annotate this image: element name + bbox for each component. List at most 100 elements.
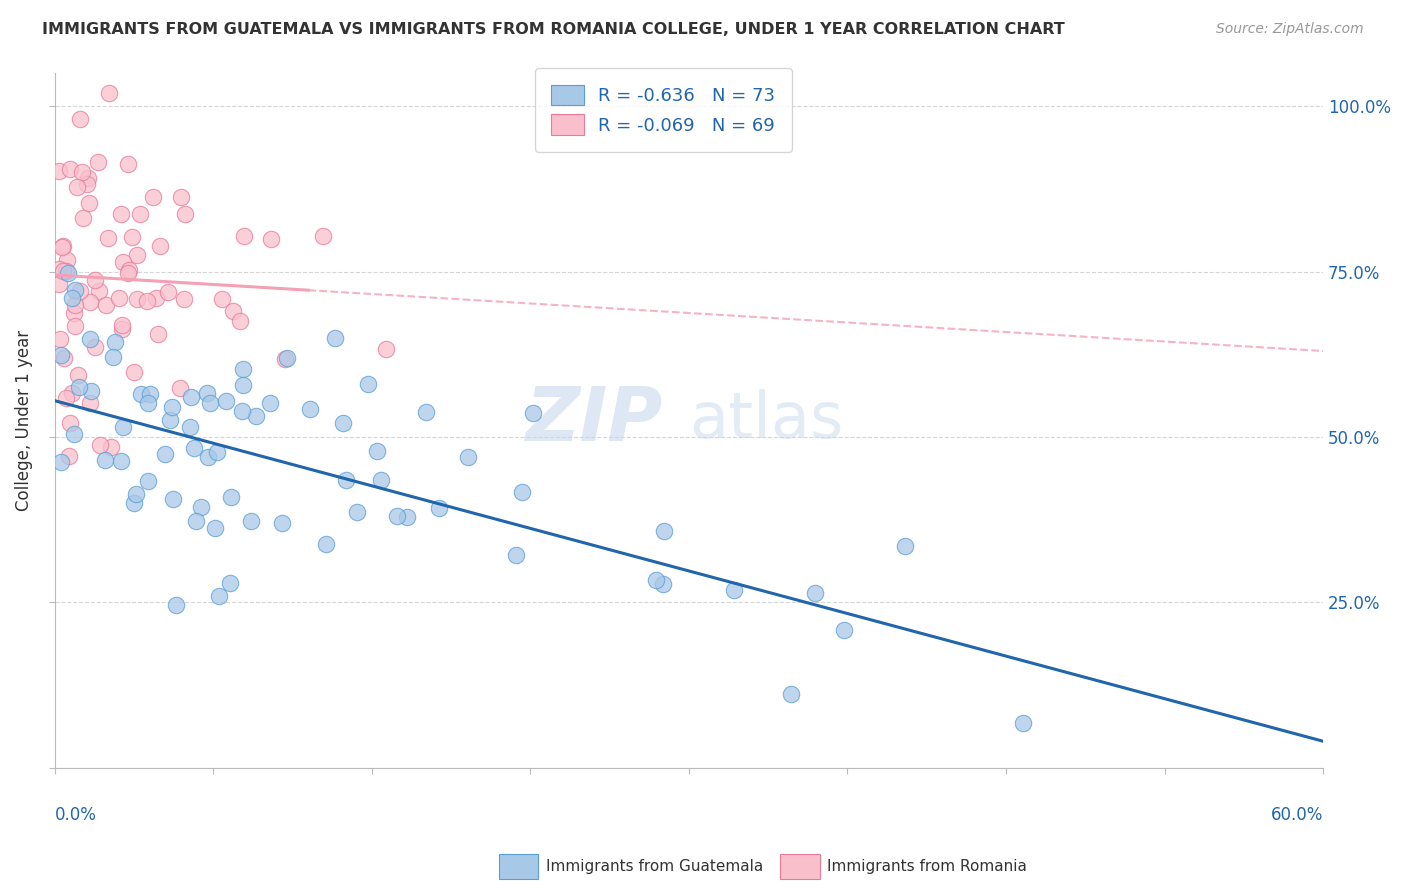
Point — [136, 474, 159, 488]
Point — [110, 318, 132, 332]
Legend: R = -0.636   N = 73, R = -0.069   N = 69: R = -0.636 N = 73, R = -0.069 N = 69 — [536, 69, 792, 152]
Point — [170, 190, 193, 204]
Point — [200, 395, 222, 409]
Point — [111, 255, 134, 269]
Point — [66, 180, 89, 194]
Point — [89, 438, 111, 452]
Point — [48, 261, 70, 276]
Point — [232, 378, 254, 392]
Point — [165, 598, 187, 612]
Point — [276, 351, 298, 366]
Point — [52, 239, 75, 253]
Point — [59, 161, 82, 176]
Point — [48, 164, 70, 178]
Point — [204, 520, 226, 534]
Point — [183, 441, 205, 455]
Point — [67, 380, 90, 394]
Point — [149, 239, 172, 253]
Point — [894, 539, 917, 553]
Text: Source: ZipAtlas.com: Source: ZipAtlas.com — [1216, 22, 1364, 37]
Point — [184, 515, 207, 529]
Point — [110, 454, 132, 468]
Point — [173, 206, 195, 220]
Point — [110, 322, 132, 336]
Point — [135, 293, 157, 308]
Point — [312, 228, 335, 243]
Point — [101, 351, 124, 365]
Point — [117, 157, 139, 171]
Point — [51, 240, 73, 254]
Point — [1011, 715, 1033, 730]
Text: 60.0%: 60.0% — [1271, 805, 1323, 824]
Point — [87, 155, 110, 169]
Point — [245, 409, 267, 423]
Point — [505, 548, 527, 562]
Point — [315, 537, 337, 551]
Point — [104, 334, 127, 349]
Point — [190, 500, 212, 514]
Point — [97, 230, 120, 244]
Point — [127, 292, 149, 306]
Point — [395, 510, 418, 524]
Point — [231, 403, 253, 417]
Point — [122, 496, 145, 510]
Point — [179, 420, 201, 434]
Point — [259, 396, 281, 410]
Point — [67, 368, 90, 383]
Point — [118, 263, 141, 277]
Point — [122, 365, 145, 379]
Point — [804, 586, 827, 600]
Point — [72, 211, 94, 225]
Point — [79, 396, 101, 410]
Point — [79, 294, 101, 309]
Text: IMMIGRANTS FROM GUATEMALA VS IMMIGRANTS FROM ROMANIA COLLEGE, UNDER 1 YEAR CORRE: IMMIGRANTS FROM GUATEMALA VS IMMIGRANTS … — [42, 22, 1064, 37]
Point — [121, 229, 143, 244]
Point — [357, 376, 380, 391]
Point — [129, 207, 152, 221]
Point — [652, 524, 675, 538]
Point — [53, 351, 76, 366]
Point — [211, 292, 233, 306]
Point — [129, 386, 152, 401]
Point — [195, 386, 218, 401]
Point — [205, 444, 228, 458]
Point — [219, 576, 242, 591]
Point — [160, 400, 183, 414]
Point — [173, 292, 195, 306]
Point — [56, 252, 79, 267]
Point — [63, 306, 86, 320]
Point — [62, 427, 84, 442]
Point — [125, 487, 148, 501]
Point — [179, 390, 201, 404]
Point — [100, 440, 122, 454]
Point — [58, 449, 80, 463]
Text: Immigrants from Romania: Immigrants from Romania — [827, 859, 1026, 873]
Point — [52, 264, 75, 278]
Point — [55, 264, 77, 278]
Point — [65, 298, 87, 312]
Point — [76, 178, 98, 192]
Point — [63, 319, 86, 334]
Point — [127, 248, 149, 262]
Point — [366, 443, 388, 458]
Point — [157, 285, 180, 299]
Point — [298, 402, 321, 417]
Point — [142, 190, 165, 204]
Point — [197, 450, 219, 464]
Text: ZIP: ZIP — [526, 384, 664, 457]
Point — [98, 86, 121, 100]
Point — [94, 453, 117, 467]
Text: Immigrants from Guatemala: Immigrants from Guatemala — [546, 859, 763, 873]
Point — [832, 623, 855, 637]
Point — [79, 332, 101, 346]
Point — [146, 327, 169, 342]
Point — [271, 516, 294, 530]
Point — [652, 576, 675, 591]
Point — [169, 381, 191, 395]
Point — [222, 304, 245, 318]
Point — [457, 450, 479, 464]
Point — [335, 473, 357, 487]
Point — [779, 687, 801, 701]
Text: 0.0%: 0.0% — [55, 805, 97, 824]
Point — [370, 473, 392, 487]
